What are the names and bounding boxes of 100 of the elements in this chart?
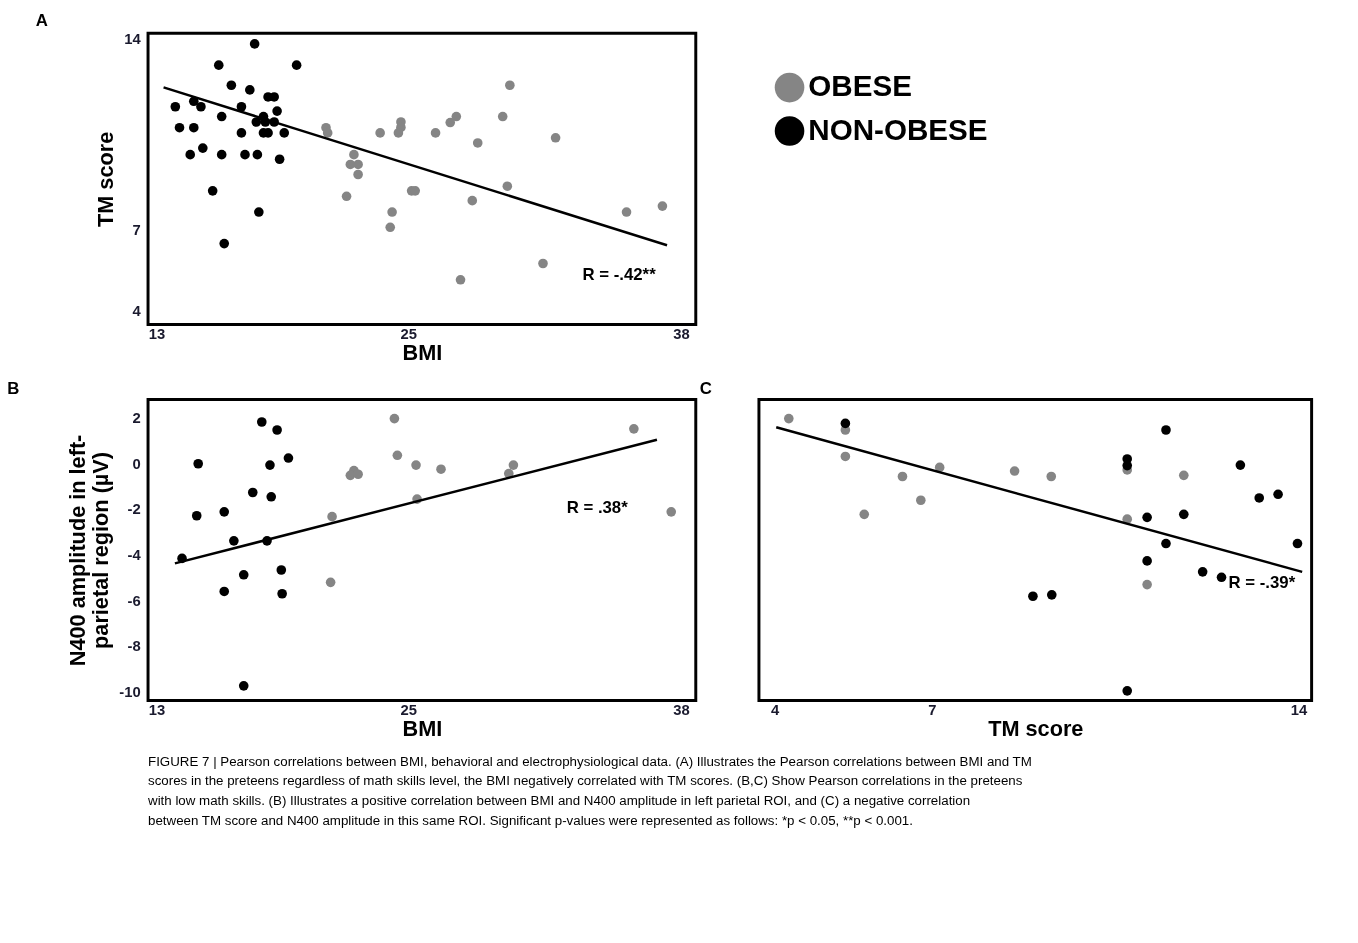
point [266,492,277,502]
point [219,507,230,517]
point [188,122,199,133]
point [783,413,794,424]
point [247,487,258,498]
point [193,458,203,469]
point [916,495,926,506]
point [276,565,287,575]
point [666,507,677,517]
point [502,181,513,192]
point [236,101,247,112]
y-axis-title: TM score [93,131,119,227]
point [353,159,363,170]
legend-label: OBESE [808,69,912,103]
point [436,464,446,475]
point [174,122,185,133]
point [538,258,548,269]
point [1046,471,1057,482]
x-tick-label: 25 [400,701,417,718]
y-tick-label: -4 [127,546,142,563]
point [1142,512,1152,523]
x-axis-title: BMI [402,340,443,366]
point [216,111,227,122]
point [657,201,668,211]
point [385,222,396,233]
point [219,238,230,249]
y-tick-label: -10 [119,683,141,700]
x-tick-label: 7 [928,701,937,718]
point [272,425,282,435]
point [1028,591,1038,602]
chart-title: B [7,378,20,398]
x-tick-label: 4 [771,701,781,718]
point [621,207,632,217]
chart-title: A [35,10,48,30]
point [859,509,870,520]
x-axis-title: TM score [988,716,1084,742]
point [207,186,218,196]
y-tick-label: 7 [132,221,141,238]
point [256,417,267,427]
annotation: R = .38* [566,497,629,517]
point [445,117,456,128]
annotation: R = -.39* [1228,572,1296,592]
y-tick-label: 4 [132,303,142,320]
point [219,586,230,597]
point [1122,686,1133,696]
point [451,111,462,122]
point [1292,538,1303,549]
point [393,128,404,138]
point [497,111,508,122]
point [1161,538,1171,549]
point [170,101,181,112]
point [1178,470,1189,481]
point [245,85,255,95]
point [198,143,208,153]
point [550,132,561,143]
point [277,588,287,599]
chart-title: C [699,378,712,398]
point [840,451,851,462]
point [272,106,282,116]
point [216,149,227,160]
x-axis-title: BMI [402,716,443,742]
point [196,101,206,112]
point [274,154,285,165]
point [185,149,196,160]
x-tick-label: 14 [1290,701,1309,718]
point [1197,567,1208,577]
point [430,128,441,138]
point [283,453,294,463]
point [265,460,275,470]
point [411,460,421,470]
point [341,191,352,202]
point [240,149,250,160]
point [327,511,337,522]
point [1273,489,1283,500]
y-tick-label: -8 [127,638,141,655]
point [353,469,363,480]
y-tick-label: 14 [124,31,142,48]
point [389,413,400,424]
point [467,195,478,206]
point [238,681,249,691]
point [508,460,519,470]
point [251,117,262,127]
point [349,149,359,160]
point [1009,466,1020,476]
point [191,510,202,521]
point [1178,509,1189,520]
point [1216,572,1227,583]
point [226,80,237,91]
point [213,60,224,70]
point [392,450,403,461]
x-tick-label: 38 [673,701,690,718]
y-tick-label: 2 [132,410,141,427]
point [505,80,515,91]
point [1161,425,1171,435]
point [1254,493,1265,503]
x-tick-label: 25 [400,325,417,342]
point [1142,556,1152,566]
y-tick-label: -2 [127,501,141,518]
x-tick-label: 38 [673,325,690,342]
point [1046,590,1057,600]
